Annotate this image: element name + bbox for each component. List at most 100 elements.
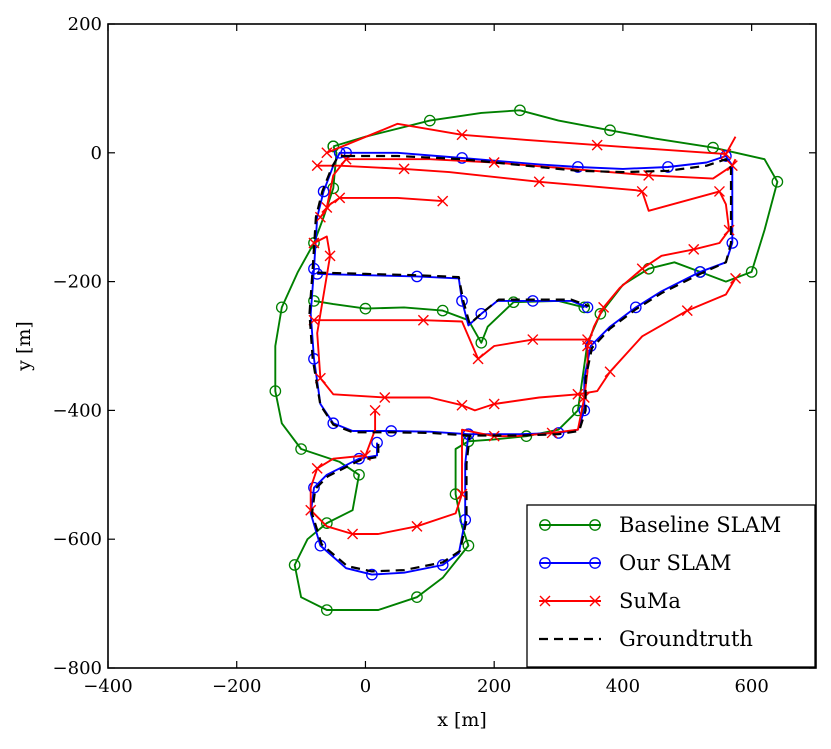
data-point — [488, 398, 500, 410]
data-point — [311, 160, 323, 172]
data-point — [745, 266, 758, 278]
series-layer — [269, 104, 784, 616]
data-point — [771, 175, 784, 188]
data-point — [578, 404, 591, 417]
data-point — [324, 250, 336, 262]
data-point — [385, 425, 398, 437]
data-point — [449, 488, 462, 500]
plot-frame — [107, 23, 817, 669]
data-point — [598, 301, 610, 313]
data-point — [437, 195, 449, 207]
data-point — [436, 304, 449, 317]
data-point — [681, 305, 693, 317]
series-line — [308, 154, 733, 437]
x-tick-label: 200 — [477, 676, 511, 697]
data-point — [321, 202, 333, 214]
series-line — [309, 434, 470, 576]
data-point — [411, 520, 423, 532]
series-line — [326, 122, 737, 156]
legend-entry: Groundtruth — [539, 627, 753, 651]
data-point — [423, 114, 436, 127]
data-point — [636, 263, 648, 275]
data-point — [713, 185, 725, 197]
data-point — [347, 528, 359, 540]
data-point — [723, 224, 735, 236]
data-point — [472, 353, 484, 365]
series-line — [274, 109, 779, 611]
data-point — [411, 591, 423, 604]
series-groundtruth — [308, 154, 733, 437]
data-point — [514, 104, 526, 117]
x-axis-label: x [m] — [437, 709, 487, 731]
data-point — [334, 192, 346, 204]
data-point — [456, 399, 468, 411]
data-point — [321, 147, 333, 159]
data-point — [694, 266, 706, 278]
series-suma — [321, 122, 737, 160]
legend-label: Baseline SLAM — [619, 513, 781, 537]
data-point — [533, 176, 545, 188]
y-tick-label: −800 — [53, 658, 102, 679]
x-tick-label: −200 — [212, 676, 261, 697]
data-point — [456, 488, 468, 500]
data-point — [320, 517, 333, 529]
data-point — [629, 301, 642, 314]
data-point — [327, 140, 340, 153]
data-point — [527, 334, 539, 346]
data-point — [436, 559, 449, 571]
data-point — [726, 160, 738, 172]
data-point — [308, 295, 320, 307]
data-point — [730, 272, 742, 284]
series-line — [310, 435, 471, 573]
data-point — [604, 124, 616, 137]
series-suma — [308, 235, 742, 412]
data-point — [456, 129, 468, 141]
legend-entry: Our SLAM — [539, 551, 731, 575]
data-point — [275, 301, 288, 314]
data-point — [539, 557, 551, 569]
series-suma — [314, 192, 449, 223]
series-groundtruth — [310, 435, 471, 573]
data-point — [589, 519, 601, 531]
series-groundtruth — [317, 271, 590, 326]
x-tick-label: 600 — [734, 676, 768, 697]
data-point — [371, 436, 383, 449]
data-point — [359, 302, 372, 315]
data-point — [488, 156, 500, 168]
series-line — [319, 196, 443, 218]
y-tick-label: −600 — [53, 529, 102, 550]
x-tick-label: −400 — [83, 676, 132, 697]
data-point — [688, 243, 700, 255]
data-point — [456, 295, 468, 307]
data-point — [269, 385, 282, 397]
data-point — [581, 301, 594, 314]
data-point — [594, 307, 607, 320]
data-point — [539, 595, 551, 607]
data-point — [589, 595, 601, 607]
data-point — [507, 296, 520, 309]
data-point — [353, 452, 365, 465]
series-suma — [305, 160, 735, 540]
data-point — [539, 519, 551, 531]
data-point — [311, 462, 323, 474]
series-our-slam — [308, 428, 475, 581]
data-point — [398, 163, 410, 175]
series-line — [317, 271, 590, 326]
data-point — [305, 504, 317, 516]
data-point — [379, 392, 391, 404]
data-point — [572, 388, 584, 400]
series-suma — [308, 314, 594, 365]
data-point — [572, 404, 584, 417]
series-our-slam — [308, 146, 739, 441]
x-tick-label: 0 — [360, 676, 371, 697]
legend-entry: Baseline SLAM — [539, 513, 781, 537]
legend-label: Our SLAM — [619, 551, 731, 575]
y-tick-label: 200 — [68, 14, 102, 35]
x-tick-label: 400 — [606, 676, 640, 697]
legend-label: Groundtruth — [619, 627, 753, 651]
data-point — [636, 185, 648, 197]
data-point — [340, 146, 352, 159]
data-point — [462, 539, 475, 552]
